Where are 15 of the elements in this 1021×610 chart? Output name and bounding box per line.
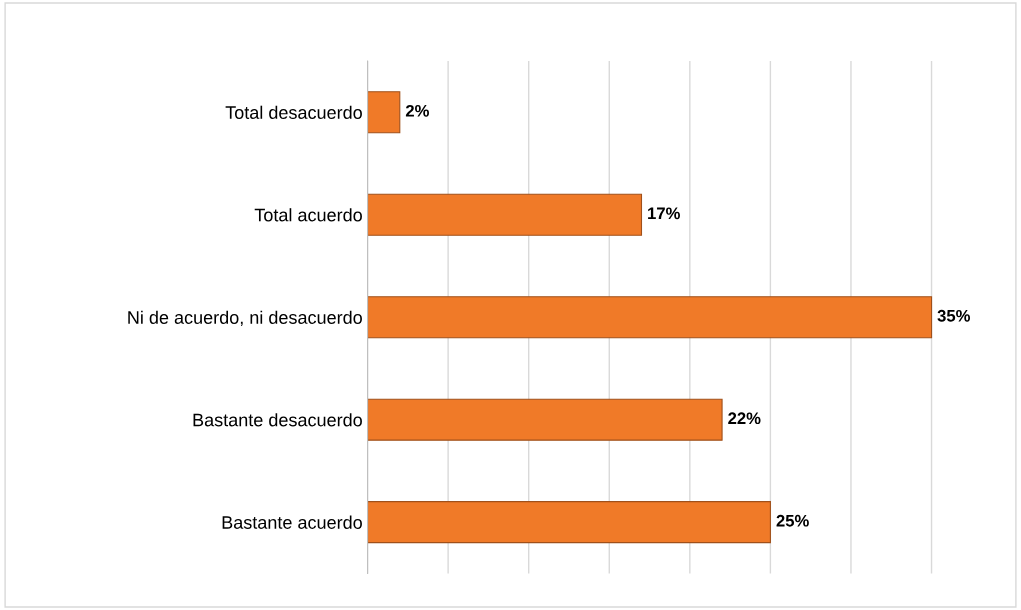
y-tick-label: Total acuerdo [254, 208, 362, 222]
bar [367, 193, 643, 236]
data-label: 35% [937, 309, 971, 322]
bar [367, 296, 933, 339]
data-label: 25% [776, 514, 809, 527]
data-label: 2% [405, 104, 429, 117]
y-tick-label: Ni de acuerdo, ni desacuerdo [128, 310, 362, 327]
bar [367, 398, 723, 441]
bar [367, 501, 771, 544]
y-tick-label: Bastante desacuerdo [193, 413, 362, 427]
y-tick-label: Bastante acuerdo [222, 515, 362, 529]
data-label: 17% [648, 207, 680, 220]
bar [367, 91, 401, 134]
data-label: 22% [728, 412, 761, 425]
y-tick-label: Total desacuerdo [225, 105, 362, 119]
